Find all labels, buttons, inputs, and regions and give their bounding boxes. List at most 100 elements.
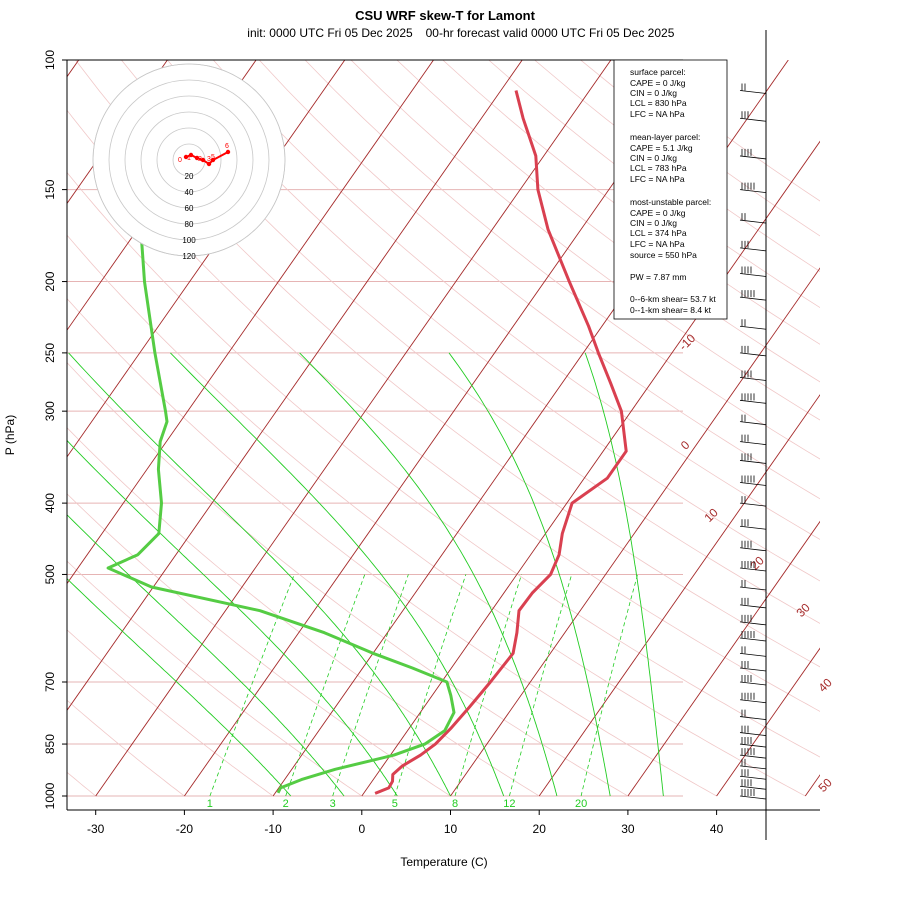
- wind-barb-shaft: [739, 482, 767, 486]
- moist-adiabat: [67, 577, 292, 797]
- mixing-ratio-label: 8: [452, 798, 458, 810]
- dry-adiabat: [75, 60, 820, 668]
- stat-ml-header: mean-layer parcel:: [630, 132, 700, 142]
- wind-barbs: [739, 30, 767, 840]
- stats-box-frame: [613, 59, 728, 320]
- mixing-ratio-line: [285, 574, 366, 797]
- wind-barb-shaft: [739, 352, 767, 357]
- chart-subtitle-init: init: 0000 UTC Fri 05 Dec 2025: [247, 26, 413, 40]
- mixing-ratio-label: 1: [207, 798, 213, 810]
- moist-adiabat: [67, 439, 398, 797]
- hodograph-point: [200, 157, 206, 163]
- dry-adiabat: [67, 427, 540, 797]
- parcel-stats-box: surface parcel: CAPE = 0 J/kg CIN = 0 J/…: [613, 59, 728, 320]
- moist-adiabat: [299, 352, 558, 797]
- hodograph-ring-outline: [108, 79, 270, 241]
- wind-barb-shaft: [739, 296, 767, 301]
- hodograph-ring-outline: [156, 127, 222, 193]
- wind-barb-shaft: [739, 325, 767, 330]
- y-tick-label: 300: [43, 401, 57, 421]
- wind-barb-shaft: [739, 652, 767, 657]
- hodograph-height-label: 6: [225, 143, 229, 150]
- stat-ml-lcl: LCL = 783 hPa: [630, 163, 687, 173]
- wind-barb-shaft: [739, 586, 767, 591]
- isotherm-line: [67, 60, 168, 205]
- y-tick-label: 150: [43, 179, 57, 199]
- wind-barb-shaft: [739, 621, 767, 626]
- wind-barb-shaft: [739, 567, 767, 572]
- dry-adiabat: [67, 234, 806, 797]
- y-tick-label: 500: [43, 564, 57, 584]
- stat-surface-cin: CIN = 0 J/kg: [630, 88, 677, 98]
- dry-adiabat: [67, 298, 717, 797]
- wind-barb-shaft: [739, 667, 767, 672]
- mixing-ratio-label: 5: [392, 798, 398, 810]
- wind-barb-shaft: [739, 699, 767, 704]
- stat-ml-cape: CAPE = 5.1 J/kg: [630, 143, 693, 153]
- mixing-ratio-line: [580, 574, 638, 797]
- y-tick-label: 100: [43, 50, 57, 70]
- wind-barb-shaft: [739, 525, 767, 530]
- isotherm-line: [538, 394, 820, 797]
- y-tick-label: 400: [43, 493, 57, 513]
- dry-adiabat: [258, 60, 820, 500]
- hodograph-ring-label: 80: [185, 220, 194, 229]
- isotherm-line: [450, 267, 820, 797]
- isotherm-line: [67, 60, 434, 585]
- wind-barb-shaft: [739, 681, 767, 686]
- mixing-ratio-line: [509, 574, 573, 797]
- hodograph-point: [183, 154, 189, 160]
- hodograph-height-label: 0: [178, 157, 182, 164]
- sounding-profiles: [106, 90, 628, 795]
- chart-title: CSU WRF skew-T for Lamont: [355, 8, 536, 23]
- stat-mu-cin: CIN = 0 J/kg: [630, 218, 677, 228]
- hodograph-ring-label: 100: [182, 236, 196, 245]
- dry-adiabat: [67, 560, 363, 797]
- x-tick-label: 20: [533, 822, 547, 836]
- stat-surface-cape: CAPE = 0 J/kg: [630, 78, 686, 88]
- stat-surface-lcl: LCL = 830 hPa: [630, 98, 687, 108]
- wind-barb-shaft: [739, 247, 767, 252]
- isotherm-line: [67, 60, 523, 712]
- hodograph-ring-outline: [124, 95, 254, 225]
- moist-adiabat: [67, 514, 345, 797]
- stat-mu-lfc: LFC = NA hPa: [630, 239, 685, 249]
- x-tick-label: -10: [264, 822, 282, 836]
- mixing-ratio-label: 12: [503, 798, 515, 810]
- hodograph-ring-outline: [92, 63, 286, 257]
- mixing-ratio-label: 20: [575, 798, 587, 810]
- wind-barb-shaft: [739, 117, 767, 122]
- mixing-ratio-label: 2: [283, 798, 289, 810]
- wind-barb-shaft: [739, 90, 767, 94]
- isotherm-line: [627, 520, 820, 797]
- mixing-ratio-label: 3: [330, 798, 336, 810]
- stat-surface-header: surface parcel:: [630, 67, 686, 77]
- wind-barb-shaft: [739, 732, 767, 736]
- y-tick-label: 250: [43, 343, 57, 363]
- wind-barb-shaft: [739, 637, 767, 642]
- wind-barb-shaft: [739, 604, 767, 609]
- stat-pw: PW = 7.87 mm: [630, 272, 686, 282]
- hodograph-ring-label: 40: [185, 188, 194, 197]
- dry-adiabat: [396, 60, 820, 383]
- stat-mu-cape: CAPE = 0 J/kg: [630, 208, 686, 218]
- temperature-trace: [374, 90, 628, 795]
- stat-ml-cin: CIN = 0 J/kg: [630, 153, 677, 163]
- wind-barb-shaft: [739, 441, 767, 446]
- hodograph-point: [210, 157, 216, 163]
- isotherm-line: [95, 60, 612, 797]
- hodograph-ring-outline: [140, 111, 238, 209]
- wind-barb-shaft: [739, 460, 767, 464]
- background-grid: [67, 60, 820, 797]
- dry-adiabat: [304, 60, 820, 460]
- y-tick-label: 200: [43, 271, 57, 291]
- wind-barb-shaft: [739, 785, 767, 790]
- x-tick-label: 30: [621, 822, 635, 836]
- wind-barb-shaft: [739, 421, 767, 426]
- stat-mu-lcl: LCL = 374 hPa: [630, 228, 687, 238]
- dry-adiabat: [67, 493, 451, 797]
- stat-shear-01: 0--1-km shear= 8.4 kt: [630, 305, 712, 315]
- stat-mu-header: most-unstable parcel:: [630, 197, 711, 207]
- dry-adiabat: [67, 629, 274, 797]
